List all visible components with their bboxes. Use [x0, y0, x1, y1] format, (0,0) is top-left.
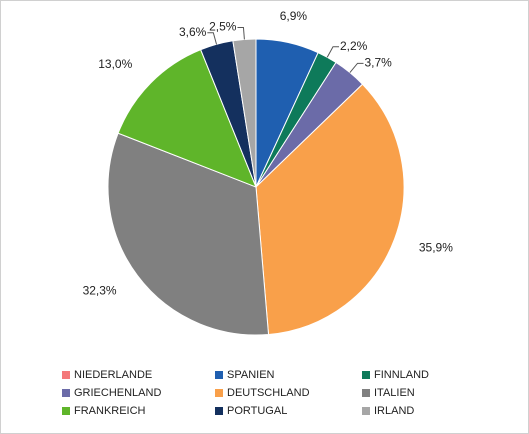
legend-label: NIEDERLANDE	[74, 369, 152, 381]
legend-swatch	[362, 389, 370, 397]
legend-label: DEUTSCHLAND	[227, 387, 310, 399]
legend-swatch	[62, 407, 70, 415]
leader-line	[349, 62, 364, 73]
legend-label: FINNLAND	[374, 369, 429, 381]
leader-line	[237, 26, 245, 40]
leader-line	[326, 46, 340, 58]
legend-swatch	[362, 407, 370, 415]
data-label: 6,9%	[280, 9, 308, 23]
data-label: 35,9%	[419, 240, 453, 254]
slice	[107, 132, 270, 336]
slice	[117, 49, 257, 188]
legend-label: IRLAND	[374, 405, 414, 417]
pie: 6,9% 2,2% 3,7% 35,9% 32,3% 13,0% 3,6% 2,5%	[83, 9, 453, 336]
legend-swatch	[62, 389, 70, 397]
data-label: 2,2%	[340, 39, 368, 53]
legend-label: ITALIEN	[374, 387, 415, 399]
legend-label: PORTUGAL	[227, 405, 287, 417]
legend: NIEDERLANDE SPANIEN FINNLAND GRIECHENLAND DE…	[62, 369, 429, 417]
legend-label: SPANIEN	[227, 369, 275, 381]
data-label: 3,7%	[365, 56, 393, 70]
data-label: 13,0%	[98, 57, 132, 71]
legend-swatch	[215, 371, 223, 379]
data-label: 32,3%	[83, 283, 117, 297]
leader-line	[207, 32, 218, 45]
slice	[232, 38, 257, 188]
data-label: 3,6%	[179, 25, 207, 39]
data-label: 2,5%	[209, 20, 237, 34]
slice	[255, 83, 405, 336]
legend-swatch	[362, 371, 370, 379]
legend-label: FRANKREICH	[74, 405, 146, 417]
legend-label: GRIECHENLAND	[74, 387, 161, 399]
legend-swatch	[62, 371, 70, 379]
legend-swatch	[215, 407, 223, 415]
legend-swatch	[215, 389, 223, 397]
